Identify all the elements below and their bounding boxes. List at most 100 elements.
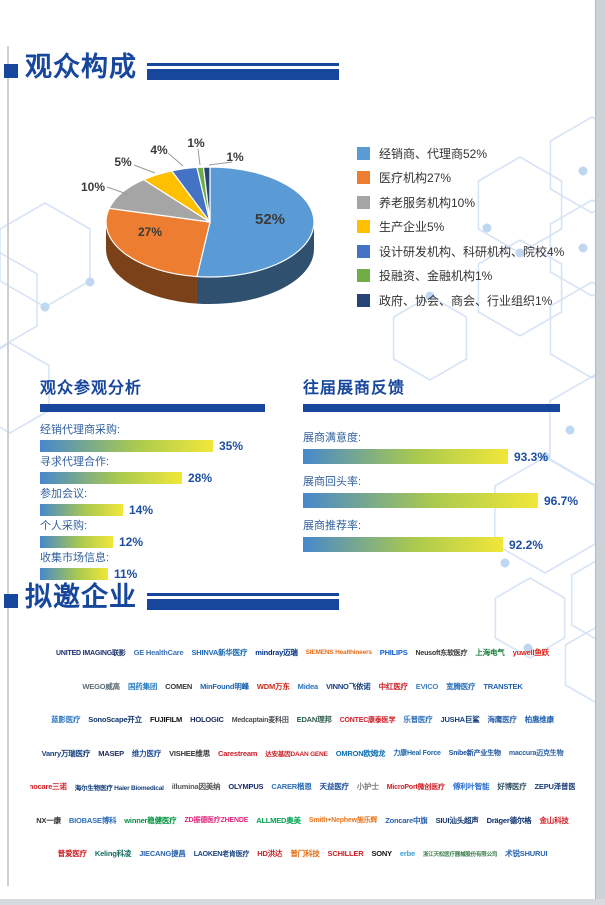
bar-item: 展商回头率: 96.7% [303, 476, 583, 508]
invited-title: 拟邀企业 [25, 582, 137, 612]
hexagon-dot-icon [40, 302, 50, 312]
hexagon-outline-icon [0, 251, 38, 349]
gradient-bar [303, 449, 508, 464]
bar-value: 35% [219, 439, 244, 453]
pie-callout-line [106, 186, 128, 195]
company-logo: mindray迈瑞 [255, 648, 298, 658]
company-logo: 浙江天松医疗器械股份有限公司 [422, 851, 498, 858]
bar-row: 11% [40, 567, 290, 581]
legend-label: 医疗机构27% [379, 171, 452, 185]
company-logo: Zoncare中旗 [385, 815, 428, 825]
company-logo: CARER楷恩 [271, 782, 312, 792]
title-rule-thick [147, 69, 339, 80]
bar-label: 寻求代理合作: [40, 456, 110, 468]
feedback-title: 往届展商反馈 [303, 380, 406, 397]
company-logo: 海尔生物医疗 Haier Biomedical [74, 784, 164, 792]
company-logo: JIECANG捷昌 [139, 849, 186, 859]
pie-value-label: 52% [255, 211, 285, 228]
logo-row: 普爱医疗 Keling科凌 JIECANG捷昌 LAOKEN老肯医疗 HD洪达 普门科技 S… [30, 837, 575, 871]
company-logo: 中红医疗 [378, 681, 408, 691]
hexagon-dot-icon [578, 243, 588, 253]
legend-label: 生产企业5% [379, 220, 445, 234]
bar-item: 参加会议: 14% [40, 488, 290, 517]
company-logo: CONTEC康泰医学 [339, 716, 396, 724]
legend-swatch-icon [357, 269, 370, 282]
pie-value-label: 1% [187, 136, 205, 150]
company-logo: winner稳健医疗 [124, 815, 177, 825]
bar-value: 14% [129, 503, 154, 517]
bar-label: 经销代理商采购: [40, 424, 121, 436]
company-logo: Medcaptain麦科田 [231, 716, 289, 724]
left-rule-divider [7, 46, 9, 886]
company-logo: EVICO [415, 681, 439, 691]
company-logo: TRANSTEK [483, 681, 523, 691]
company-logo: Sinocare三诺 [30, 782, 67, 792]
legend-item: 投融资、金融机构1% [357, 269, 564, 283]
gradient-bar [303, 537, 503, 552]
bar-item: 个人采购: 12% [40, 520, 290, 549]
company-logo: 天益医疗 [319, 782, 349, 792]
gradient-bar [40, 568, 108, 580]
bar-label: 收集市场信息: [40, 552, 110, 564]
legend-label: 养老服务机构10% [379, 195, 476, 210]
company-logo: MASEP [98, 748, 124, 758]
legend-item: 医疗机构27% [357, 171, 564, 185]
bar-label: 展商回头率: [303, 476, 362, 488]
company-logo: JUSHA巨鲨 [440, 715, 480, 725]
title-rule-thick [147, 599, 339, 610]
company-logo: HOLOGIC [190, 715, 224, 725]
bar-label: 参加会议: [40, 488, 88, 500]
pie-callout-line [133, 164, 156, 174]
company-logo: MicroPort微创医疗 [386, 783, 445, 791]
logo-row: Vanry万瑞医疗 MASEP 维力医疗 VISHEE维思 Carestream 达安基因… [30, 737, 575, 771]
bar-row: 28% [40, 471, 290, 485]
legend-item: 政府、协会、商会、行业组织1% [357, 293, 564, 308]
legend-swatch-icon [357, 146, 370, 160]
visitor-analysis-bars: 经销代理商采购: 35% 寻求代理合作: 28% 参加会议: 14% 个人采购: 12% 收集市… [40, 424, 290, 581]
company-logo: ZEPU泽普医疗 [534, 782, 575, 792]
bar-value: 92.2% [509, 537, 544, 552]
company-logo: Smith+Nephew施乐辉 [308, 817, 378, 825]
gradient-bar [40, 536, 113, 548]
company-logo: 傅利叶智能 [452, 782, 490, 792]
logo-row: WEGO威高 国药集团 COMEN MinFound明峰 WDM万东 Midea VINNO… [30, 670, 575, 704]
title-marker-icon [4, 594, 18, 608]
pie-slice-side [106, 222, 197, 304]
bar-item: 经销代理商采购: 35% [40, 424, 290, 453]
pie-callout-line [208, 161, 233, 166]
company-logo: NX一康 [36, 815, 61, 825]
pie-slice [202, 166, 211, 223]
pie-legend: 经销商、代理商52% 医疗机构27% 养老服务机构10% 生产企业5% 设计研发机构、科… [357, 146, 564, 318]
bar-item: 收集市场信息: 11% [40, 552, 290, 581]
company-logo: LAOKEN老肯医疗 [193, 850, 250, 858]
bar-value: 11% [114, 567, 138, 581]
bar-value: 28% [188, 471, 213, 485]
company-logo: 金山科技 [539, 815, 569, 825]
company-logo: erbe [399, 849, 415, 859]
bar-value: 12% [119, 535, 144, 549]
gradient-bar [40, 472, 182, 484]
company-logo: MinFound明峰 [200, 681, 249, 691]
legend-label: 政府、协会、商会、行业组织1% [379, 293, 553, 308]
company-logo: Dräger德尔格 [486, 815, 532, 825]
company-logo: ALLMED奥美 [256, 815, 301, 825]
company-logo: OLYMPUS [228, 782, 264, 792]
visitor-analysis-rule [40, 404, 265, 412]
bar-item: 展商推荐率: 92.2% [303, 520, 583, 552]
company-logo: 好博医疗 [497, 782, 527, 792]
bar-row: 92.2% [303, 537, 583, 552]
legend-swatch-icon [357, 171, 370, 184]
pie-value-label: 10% [81, 180, 105, 194]
legend-label: 设计研发机构、科研机构、院校4% [379, 244, 565, 259]
company-logo: illumina因美纳 [171, 782, 221, 792]
bar-item: 展商满意度: 93.3% [303, 432, 583, 464]
company-logo: VINNO飞依诺 [325, 681, 371, 691]
pie-callout-line [197, 148, 201, 166]
legend-swatch-icon [357, 195, 370, 209]
company-logo: WEGO威高 [82, 681, 120, 691]
company-logo: FUJIFILM [149, 715, 183, 725]
bar-item: 寻求代理合作: 28% [40, 456, 290, 485]
logo-row: Sinocare三诺海尔生物医疗 Haier Biomedical illumin… [30, 770, 575, 804]
company-logo: Midea [297, 681, 318, 691]
